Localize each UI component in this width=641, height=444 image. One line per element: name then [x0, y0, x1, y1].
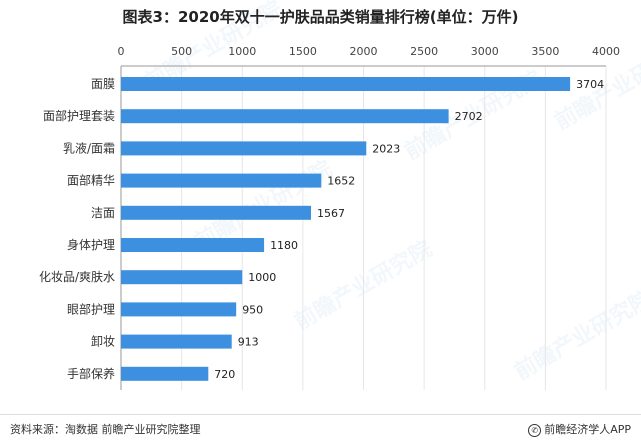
- brand-credit: ✆ 前瞻经济学人APP: [528, 421, 631, 437]
- data-label: 913: [238, 336, 259, 349]
- data-label: 1567: [317, 207, 345, 220]
- category-label: 化妆品/爽肤水: [39, 269, 115, 284]
- x-tick-label: 4000: [592, 45, 620, 58]
- x-tick-label: 1500: [289, 45, 317, 58]
- bar-chart: 前瞻产业研究院前瞻产业研究院前瞻产业研究院前瞻产业研究院前瞻产业研究院前瞻产业研…: [39, 0, 641, 390]
- bar: [121, 141, 367, 156]
- bar: [121, 238, 265, 252]
- watermark-text: 前瞻产业研究院: [510, 286, 641, 386]
- data-label: 950: [242, 303, 263, 316]
- data-label: 2023: [372, 142, 400, 155]
- x-tick-label: 2000: [350, 45, 378, 58]
- category-label: 面部护理套装: [43, 108, 115, 123]
- bar: [121, 173, 322, 188]
- category-label: 乳液/面霜: [63, 140, 115, 155]
- category-label: 洁面: [91, 206, 115, 220]
- category-label: 卸妆: [91, 334, 115, 349]
- category-label: 面膜: [91, 77, 115, 91]
- x-tick-label: 500: [171, 45, 192, 58]
- category-label: 眼部护理: [67, 301, 115, 316]
- category-label: 手部保养: [67, 366, 115, 381]
- x-tick-label: 1000: [228, 45, 256, 58]
- bar: [121, 270, 243, 285]
- x-tick-label: 2500: [410, 45, 438, 58]
- data-label: 1180: [270, 239, 298, 252]
- data-label: 720: [214, 368, 235, 381]
- source-note: 资料来源：淘数据 前瞻产业研究院整理: [10, 423, 201, 436]
- data-label: 1000: [248, 271, 276, 284]
- x-tick-label: 3500: [531, 45, 559, 58]
- category-label: 身体护理: [67, 237, 115, 252]
- data-label: 3704: [576, 78, 604, 91]
- bar: [121, 334, 232, 349]
- bar: [121, 302, 237, 317]
- bar: [121, 366, 209, 381]
- data-label: 2702: [455, 110, 483, 123]
- brand-name: 前瞻经济学人APP: [544, 423, 631, 436]
- bar: [121, 77, 571, 91]
- bar: [121, 205, 311, 220]
- category-label: 面部精华: [67, 173, 115, 188]
- footer: 资料来源：淘数据 前瞻产业研究院整理 ✆ 前瞻经济学人APP: [0, 414, 641, 444]
- brand-logo-icon: ✆: [528, 423, 542, 437]
- data-label: 1652: [327, 175, 355, 188]
- x-tick-label: 3000: [471, 45, 499, 58]
- chart-title: 图表3：2020年双十一护肤品品类销量排行榜(单位：万件): [122, 8, 519, 26]
- x-tick-label: 0: [118, 45, 125, 58]
- bar: [121, 109, 449, 124]
